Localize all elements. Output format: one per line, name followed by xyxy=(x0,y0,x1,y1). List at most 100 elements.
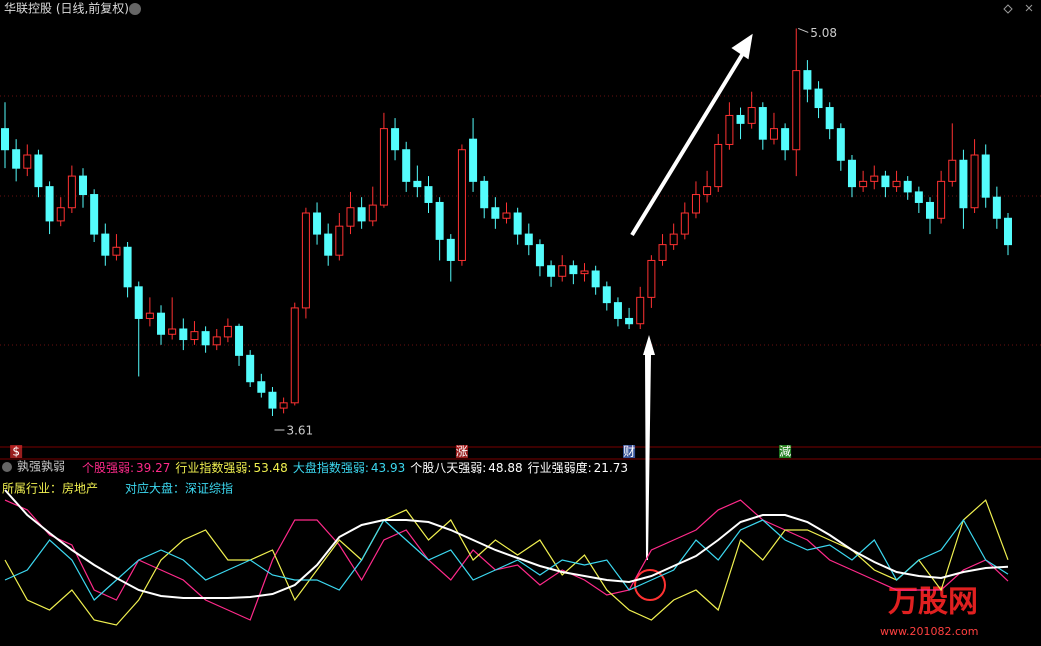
candle-body xyxy=(157,312,166,335)
candle-body xyxy=(591,270,600,288)
candle-body xyxy=(535,244,544,267)
candle-body xyxy=(335,225,344,256)
candle-body xyxy=(781,128,790,151)
legend-name: 行业指数强弱: xyxy=(175,461,252,475)
candle-body xyxy=(279,402,288,409)
candle-body xyxy=(925,201,934,219)
candle-body xyxy=(56,207,65,222)
event-marker-box xyxy=(623,445,636,458)
candle-body xyxy=(1004,217,1012,246)
legend-name: 大盘指数强弱: xyxy=(292,461,369,475)
candle-body xyxy=(747,107,756,124)
candle-body xyxy=(45,186,54,222)
candle-body xyxy=(34,154,43,188)
candle-body xyxy=(12,149,21,169)
candle-body xyxy=(212,336,221,346)
indicator-line xyxy=(4,499,1009,621)
candle-body xyxy=(892,180,901,188)
candle-body xyxy=(758,107,767,140)
candle-body xyxy=(79,175,88,196)
event-marker: 涨 xyxy=(456,444,468,459)
candle-body xyxy=(981,154,990,198)
candle-body xyxy=(112,246,121,256)
candle-body xyxy=(413,180,422,188)
candle-body xyxy=(580,270,589,275)
candle-body xyxy=(235,325,244,356)
candle-body xyxy=(547,265,556,277)
indicator-icon[interactable] xyxy=(2,462,12,472)
candle-body xyxy=(391,128,400,151)
event-marker: $ xyxy=(12,445,20,459)
candle-body xyxy=(513,212,522,235)
indicator-title: 孰强孰弱 xyxy=(17,459,65,474)
candle-body xyxy=(446,238,455,261)
candle-body xyxy=(903,180,912,193)
candle-body xyxy=(658,244,667,261)
candle-body xyxy=(1,128,9,151)
legend-name: 行业强弱度: xyxy=(527,461,592,475)
dropdown-icon[interactable] xyxy=(129,3,141,15)
candle-body xyxy=(23,154,32,169)
indicator-line xyxy=(4,499,1009,626)
watermark-url: www.201082.com xyxy=(880,625,978,638)
candle-body xyxy=(480,180,489,209)
event-marker: 财 xyxy=(623,445,635,459)
candle-body xyxy=(558,265,567,277)
candle-body xyxy=(424,186,433,203)
candle-body xyxy=(457,149,466,261)
candle-body xyxy=(803,70,812,90)
candle-body xyxy=(613,302,622,319)
max-label: 5.08 xyxy=(810,26,837,40)
candle-body xyxy=(602,286,611,304)
candle-body xyxy=(368,204,377,222)
legend-value: 39.27 xyxy=(136,461,171,475)
indicator-legend: 个股强弱: 39.27 行业指数强弱: 53.48 大盘指数强弱: 43.93 个股八天强弱… xyxy=(82,459,633,476)
candle-body xyxy=(736,114,745,124)
candle-body xyxy=(881,175,890,188)
candle-body xyxy=(937,180,946,219)
index-label: 对应大盘：深证综指 xyxy=(125,481,233,496)
candle-body xyxy=(814,88,823,109)
legend-value: 53.48 xyxy=(253,461,288,475)
window-icons[interactable] xyxy=(1003,4,1033,14)
candle-body xyxy=(859,180,868,188)
candle-body xyxy=(636,296,645,325)
industry-label: 所属行业：房地产 xyxy=(2,481,98,496)
candle-body xyxy=(469,138,478,182)
arrow xyxy=(643,335,655,560)
candle-body xyxy=(569,265,578,275)
highlight-circle xyxy=(634,569,666,601)
candle-body xyxy=(313,212,322,235)
candle-body xyxy=(959,159,968,209)
max-pointer xyxy=(798,27,809,33)
candle-body xyxy=(680,212,689,235)
candle-body xyxy=(769,128,778,140)
candle-body xyxy=(101,233,110,256)
event-marker-box xyxy=(10,445,23,458)
candle-body xyxy=(669,233,678,246)
candle-body xyxy=(725,114,734,145)
candle-body xyxy=(346,207,355,227)
candle-body xyxy=(301,212,310,309)
candle-body xyxy=(324,233,333,256)
legend-value: 21.73 xyxy=(593,461,629,475)
candle-body xyxy=(190,331,199,341)
event-marker-box xyxy=(455,445,468,458)
candle-body xyxy=(435,201,444,240)
min-label: 3.61 xyxy=(286,424,313,438)
candle-body xyxy=(625,317,634,325)
candle-body xyxy=(691,194,700,214)
candle-body xyxy=(357,207,366,222)
arrow xyxy=(630,33,753,237)
candle-body xyxy=(179,328,188,341)
legend-name: 个股八天强弱: xyxy=(410,461,487,475)
candle-body xyxy=(134,286,143,319)
candle-body xyxy=(145,312,154,319)
candle-body xyxy=(847,159,856,188)
legend-name: 个股强弱: xyxy=(82,461,135,475)
candle-body xyxy=(992,196,1001,219)
candle-body xyxy=(714,143,723,188)
legend-value: 43.93 xyxy=(370,461,406,475)
